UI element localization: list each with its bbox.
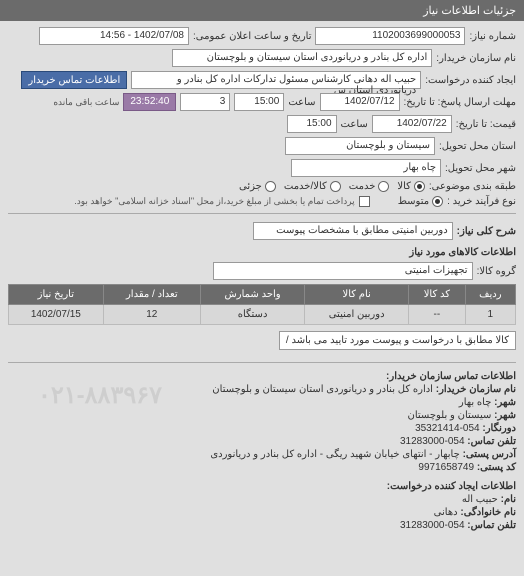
radio-service[interactable]: خدمت — [349, 181, 390, 192]
org-value: اداره کل بنادر و دریانوردی استان سیستان … — [212, 384, 433, 395]
req-family-label: نام خانوادگی: — [460, 507, 516, 518]
address-label: آدرس پستی: — [463, 449, 516, 460]
province-label: شهر: — [494, 410, 516, 421]
panel-header: جزئیات اطلاعات نیاز — [0, 0, 524, 21]
radio-goods-service-label: کالا/خدمت — [284, 181, 327, 192]
payment-note-text: پرداخت تمام یا بخشی از مبلغ خرید،از محل … — [74, 196, 354, 207]
delivery-province-field: سیستان و بلوچستان — [285, 137, 435, 155]
col-unit: واحد شمارش — [200, 285, 304, 305]
reply-time-field: 15:00 — [234, 93, 284, 111]
phone-label-1: تلفن تماس: — [467, 436, 516, 447]
radio-partial-label: جزئی — [239, 181, 262, 192]
subject-radio-group: کالا خدمت کالا/خدمت جزئی — [239, 181, 425, 192]
price-date-label: قیمت: تا تاریخ: — [456, 119, 516, 130]
radio-medium-label: متوسط — [398, 196, 429, 207]
col-name: نام کالا — [305, 285, 409, 305]
req-phone-value: 054-31283000 — [400, 520, 465, 531]
radio-service-label: خدمت — [349, 181, 376, 192]
requester-label: ایجاد کننده درخواست: — [425, 75, 516, 86]
price-time-field: 15:00 — [287, 115, 337, 133]
postal-label: کد پستی: — [477, 462, 516, 473]
col-row: ردیف — [465, 285, 515, 305]
table-header-row: ردیف کد کالا نام کالا واحد شمارش تعداد /… — [9, 285, 516, 305]
cell-code: -- — [409, 305, 466, 325]
col-code: کد کالا — [409, 285, 466, 305]
cell-unit: دستگاه — [200, 305, 304, 325]
divider-2 — [8, 362, 516, 363]
goods-group-label: گروه کالا: — [477, 266, 516, 277]
province-value: سیستان و بلوچستان — [407, 410, 491, 421]
delivery-province-label: استان محل تحویل: — [439, 141, 516, 152]
requester-field: حبیب اله دهانی کارشناس مسئول تدارکات ادا… — [131, 71, 421, 89]
goods-note: کالا مطابق با درخواست و پیوست مورد تایید… — [279, 331, 516, 350]
req-phone-label: تلفن تماس: — [467, 520, 516, 531]
reply-deadline-label: مهلت ارسال پاسخ: تا تاریخ: — [404, 97, 516, 108]
divider-1 — [8, 213, 516, 214]
buyer-contact-button[interactable]: اطلاعات تماس خریدار — [21, 71, 127, 89]
buyer-contact-title: اطلاعات تماس سازمان خریدار: — [386, 371, 516, 382]
public-announce-label: تاریخ و ساعت اعلان عمومی: — [193, 31, 312, 42]
buyer-name-field: اداره کل بنادر و دریانوردی استان سیستان … — [172, 49, 432, 67]
org-label: نام سازمان خریدار: — [436, 384, 516, 395]
delivery-city-field: چاه بهار — [291, 159, 441, 177]
radio-goods[interactable]: کالا — [397, 181, 425, 192]
cell-qty: 12 — [103, 305, 200, 325]
subject-class-label: طبقه بندی موضوعی: — [429, 181, 516, 192]
req-name-label: نام: — [501, 494, 516, 505]
radio-service-circle — [378, 181, 389, 192]
goods-group-field: تجهیزات امنیتی — [213, 262, 473, 280]
delivery-city-label: شهر محل تحویل: — [445, 163, 516, 174]
reply-time-label: ساعت — [288, 97, 315, 108]
cell-name: دوربین امنیتی — [305, 305, 409, 325]
requester-contact-title: اطلاعات ایجاد کننده درخواست: — [387, 481, 516, 492]
col-need-date: تاریخ نیاز — [9, 285, 104, 305]
fax-label-1: دورنگار: — [482, 423, 516, 434]
radio-partial[interactable]: جزئی — [239, 181, 276, 192]
price-date-field: 1402/07/22 — [372, 115, 452, 133]
radio-goods-service[interactable]: کالا/خدمت — [284, 181, 341, 192]
need-number-label: شماره نیاز: — [469, 31, 516, 42]
panel-title: جزئیات اطلاعات نیاز — [423, 5, 516, 17]
city-label: شهر: — [494, 397, 516, 408]
radio-goods-label: کالا — [397, 181, 411, 192]
radio-goods-service-circle — [330, 181, 341, 192]
table-row: 1 -- دوربین امنیتی دستگاه 12 1402/07/15 — [9, 305, 516, 325]
req-name-value: حبیب اله — [462, 494, 498, 505]
cell-row: 1 — [465, 305, 515, 325]
purchase-type-label: نوع فرآیند خرید : — [447, 196, 516, 207]
public-announce-field: 1402/07/08 - 14:56 — [39, 27, 189, 45]
remain-time-display: 23:52:40 — [123, 93, 176, 111]
col-qty: تعداد / مقدار — [103, 285, 200, 305]
req-family-value: دهانی — [434, 507, 458, 518]
buyer-name-label: نام سازمان خریدار: — [436, 53, 516, 64]
radio-goods-circle — [414, 181, 425, 192]
remain-days-field: 3 — [180, 93, 230, 111]
goods-table: ردیف کد کالا نام کالا واحد شمارش تعداد /… — [8, 284, 516, 325]
goods-section-title: اطلاعات کالاهای مورد نیاز — [8, 247, 516, 258]
remain-suffix: ساعت باقی مانده — [53, 97, 119, 108]
requester-contact-section: اطلاعات ایجاد کننده درخواست: نام: حبیب ا… — [8, 481, 516, 531]
postal-value: 9971658749 — [418, 462, 474, 473]
city-value: چاه بهار — [459, 397, 492, 408]
main-content: شماره نیاز: 1102003699000053 تاریخ و ساع… — [0, 21, 524, 539]
address-value: چابهار - انتهای خیابان شهید ریگی - اداره… — [210, 449, 459, 460]
need-desc-field: دوربین امنیتی مطابق با مشخصات پیوست — [253, 222, 453, 240]
radio-medium-circle — [432, 196, 443, 207]
payment-checkbox[interactable] — [359, 196, 370, 207]
radio-partial-circle — [265, 181, 276, 192]
radio-medium[interactable]: متوسط — [398, 196, 443, 207]
need-number-field: 1102003699000053 — [315, 27, 465, 45]
fax-value-1: 054-35321414 — [415, 423, 480, 434]
need-desc-label: شرح کلی نیاز: — [457, 226, 516, 237]
reply-date-field: 1402/07/12 — [320, 93, 400, 111]
phone-value-1: 054-31283000 — [400, 436, 465, 447]
price-time-label: ساعت — [341, 119, 368, 130]
buyer-contact-section: ۰۲۱-۸۸۳۹۶۷ اطلاعات تماس سازمان خریدار: ن… — [8, 371, 516, 473]
cell-need-date: 1402/07/15 — [9, 305, 104, 325]
